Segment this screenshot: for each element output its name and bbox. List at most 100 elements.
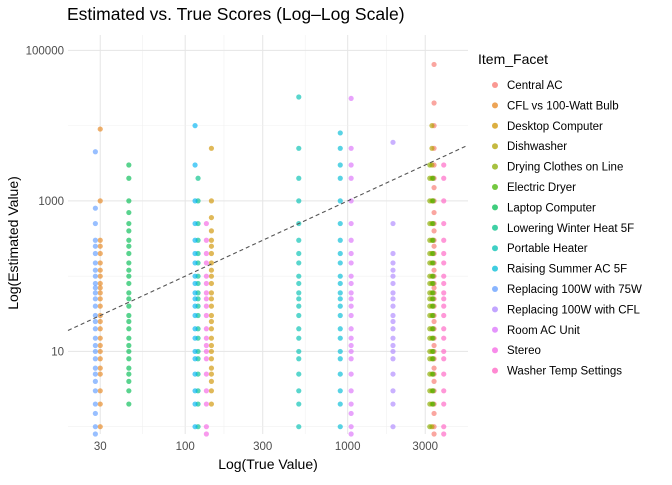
- data-point: [441, 273, 447, 279]
- x-tick-label: 1000: [335, 441, 361, 453]
- data-point: [208, 296, 215, 302]
- data-point: [337, 280, 343, 287]
- data-point: [337, 296, 343, 302]
- legend-key: [492, 143, 498, 150]
- data-point: [203, 260, 209, 266]
- data-point: [208, 365, 215, 371]
- data-point: [208, 378, 215, 384]
- data-point: [203, 290, 209, 296]
- data-point: [203, 237, 209, 243]
- data-point: [430, 335, 436, 341]
- data-point: [337, 424, 343, 430]
- data-point: [348, 401, 354, 407]
- data-point: [92, 401, 98, 407]
- data-point: [430, 348, 436, 355]
- data-point: [296, 356, 302, 362]
- data-point: [126, 335, 132, 341]
- data-point: [192, 280, 198, 287]
- data-point: [441, 220, 447, 227]
- data-point: [337, 335, 343, 341]
- data-point: [192, 335, 198, 341]
- data-point: [97, 342, 103, 349]
- data-point: [390, 335, 396, 341]
- y-axis-title: Log(Estimated Value): [5, 176, 21, 310]
- data-point: [97, 126, 103, 132]
- data-point: [441, 162, 447, 168]
- data-point: [92, 342, 98, 349]
- data-point: [430, 280, 436, 287]
- data-point: [92, 378, 98, 384]
- data-point: [337, 388, 343, 394]
- legend-key: [492, 82, 498, 88]
- data-point: [348, 342, 354, 349]
- data-point: [203, 401, 209, 407]
- data-point: [441, 388, 447, 394]
- data-point: [296, 348, 302, 355]
- data-point: [126, 280, 132, 287]
- data-point: [348, 424, 354, 430]
- data-point: [348, 260, 354, 266]
- data-point: [429, 145, 435, 151]
- data-point: [92, 149, 98, 155]
- data-point: [126, 243, 132, 249]
- data-point: [208, 214, 215, 221]
- legend-key: [492, 245, 498, 252]
- data-point: [192, 123, 198, 129]
- data-point: [97, 290, 103, 296]
- data-point: [208, 335, 215, 341]
- data-point: [208, 356, 215, 362]
- data-point: [192, 312, 198, 319]
- series-13: [348, 95, 354, 437]
- data-point: [337, 130, 343, 136]
- data-point: [92, 205, 98, 211]
- data-point: [296, 401, 302, 407]
- legend-key: [492, 326, 498, 333]
- data-point: [441, 348, 447, 355]
- data-point: [92, 335, 98, 341]
- data-point: [390, 388, 396, 394]
- data-point: [431, 243, 437, 249]
- data-point: [92, 260, 98, 266]
- data-point: [348, 348, 354, 355]
- data-point: [430, 175, 436, 181]
- data-point: [203, 303, 209, 309]
- data-point: [203, 312, 209, 319]
- data-point: [92, 388, 98, 394]
- data-points: [92, 61, 447, 437]
- data-point: [430, 356, 436, 362]
- data-point: [441, 326, 447, 332]
- y-tick-label: 1000: [38, 196, 64, 208]
- data-point: [390, 296, 396, 302]
- data-point: [203, 348, 209, 355]
- data-point: [430, 296, 436, 302]
- data-point: [348, 388, 354, 394]
- series-15: [441, 162, 447, 437]
- data-point: [126, 378, 132, 384]
- data-point: [348, 356, 354, 362]
- legend-key: [492, 224, 498, 231]
- data-point: [208, 237, 215, 243]
- data-point: [337, 220, 343, 227]
- data-point: [390, 342, 396, 349]
- data-point: [348, 303, 354, 309]
- data-point: [337, 237, 343, 243]
- data-point: [92, 250, 98, 257]
- series-10: [192, 123, 198, 430]
- legend-label: Desktop Computer: [507, 121, 603, 133]
- data-point: [203, 250, 209, 257]
- data-point: [126, 318, 132, 325]
- data-point: [126, 348, 132, 355]
- data-point: [203, 356, 209, 362]
- data-point: [192, 237, 198, 243]
- data-point: [390, 273, 396, 279]
- legend-key: [492, 265, 498, 272]
- data-point: [208, 273, 215, 279]
- data-point: [430, 388, 436, 394]
- data-point: [192, 250, 198, 257]
- data-point: [390, 371, 396, 377]
- legend-key: [492, 347, 498, 354]
- data-point: [441, 198, 447, 204]
- x-axis-ticks: 30 100 300 1000 3000: [94, 441, 438, 453]
- legend-label: Washer Temp Settings: [507, 366, 622, 378]
- series-9: [337, 130, 343, 430]
